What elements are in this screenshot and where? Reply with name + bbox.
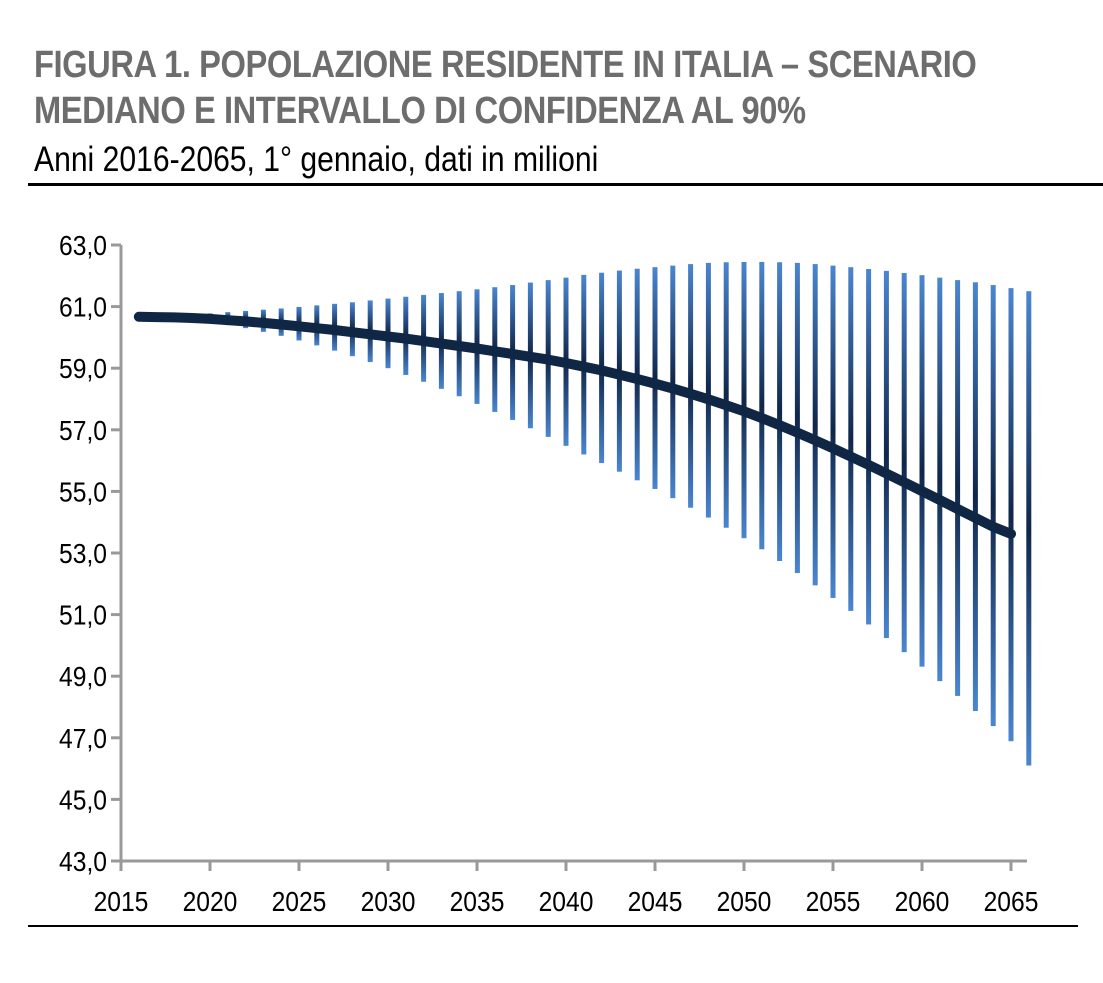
x-tick-label: 2060 bbox=[895, 886, 950, 918]
y-tick-label: 57,0 bbox=[59, 414, 107, 446]
x-tick-label: 2055 bbox=[806, 886, 861, 918]
x-tick-label: 2040 bbox=[539, 886, 594, 918]
interval-bar-2063 bbox=[972, 282, 978, 712]
chart-title: FIGURA 1. POPOLAZIONE RESIDENTE IN ITALI… bbox=[34, 42, 977, 134]
interval-bar-2060 bbox=[919, 275, 925, 667]
chart-axes bbox=[111, 243, 1027, 871]
interval-bar-2058 bbox=[883, 270, 889, 639]
y-axis-tick-labels: 43,0 45,0 47,0 49,0 51,0 53,0 55,0 57,0 59,0 61,0… bbox=[59, 230, 107, 878]
x-tick-label: 2015 bbox=[94, 886, 149, 918]
x-tick-label: 2035 bbox=[450, 886, 505, 918]
interval-bar-2053 bbox=[794, 262, 800, 574]
x-tick-label: 2025 bbox=[272, 886, 327, 918]
y-tick-label: 63,0 bbox=[59, 230, 107, 262]
y-tick-label: 53,0 bbox=[59, 538, 107, 570]
x-tick-label: 2020 bbox=[183, 886, 238, 918]
y-tick-label: 45,0 bbox=[59, 784, 107, 816]
interval-bar-2047 bbox=[688, 264, 694, 508]
interval-bar-2050 bbox=[741, 261, 747, 539]
x-tick-label: 2030 bbox=[361, 886, 416, 918]
header-divider bbox=[28, 183, 1103, 186]
chart-subtitle: Anni 2016-2065, 1° gennaio, dati in mili… bbox=[34, 140, 599, 179]
interval-bar-2051 bbox=[759, 261, 765, 550]
y-tick-label: 51,0 bbox=[59, 599, 107, 631]
confidence-interval-bars bbox=[154, 261, 1032, 766]
interval-bar-2059 bbox=[901, 273, 907, 653]
interval-bar-2061 bbox=[937, 277, 943, 682]
y-tick-label: 43,0 bbox=[59, 846, 107, 878]
interval-bar-2062 bbox=[955, 280, 961, 696]
y-tick-label: 49,0 bbox=[59, 661, 107, 693]
y-tick-label: 61,0 bbox=[59, 291, 107, 323]
interval-bar-2065 bbox=[1008, 288, 1014, 742]
interval-bar-2048 bbox=[705, 262, 711, 518]
chart-title-line-1: FIGURA 1. POPOLAZIONE RESIDENTE IN ITALI… bbox=[34, 44, 977, 86]
x-tick-label: 2065 bbox=[984, 886, 1039, 918]
interval-bar-2066 bbox=[1026, 291, 1032, 766]
interval-bar-2054 bbox=[812, 264, 818, 586]
interval-bar-2056 bbox=[848, 267, 854, 611]
interval-bar-2049 bbox=[723, 262, 729, 528]
y-tick-label: 59,0 bbox=[59, 353, 107, 385]
chart-title-line-2: MEDIANO E INTERVALLO DI CONFIDENZA AL 90… bbox=[34, 90, 806, 132]
median-scenario-line bbox=[133, 311, 1016, 539]
footer-divider bbox=[28, 925, 1078, 927]
x-axis-tick-labels: 2015 2020 2025 2030 2035 2040 2045 2050 2055 2060… bbox=[94, 886, 1039, 918]
interval-bar-2064 bbox=[990, 285, 996, 727]
interval-bar-2045 bbox=[652, 267, 658, 489]
interval-bar-2055 bbox=[830, 265, 836, 598]
x-tick-label: 2050 bbox=[717, 886, 772, 918]
y-tick-label: 47,0 bbox=[59, 722, 107, 754]
interval-bar-2052 bbox=[777, 262, 783, 562]
y-tick-label: 55,0 bbox=[59, 476, 107, 508]
interval-bar-2046 bbox=[670, 265, 676, 499]
interval-bar-2057 bbox=[866, 269, 872, 625]
x-tick-label: 2045 bbox=[628, 886, 683, 918]
